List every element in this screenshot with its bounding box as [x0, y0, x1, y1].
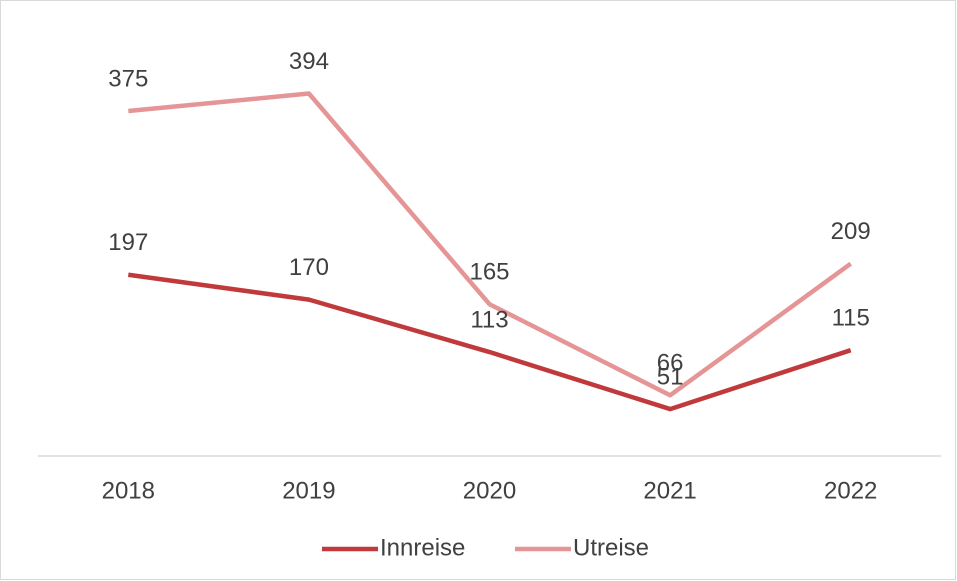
x-tick-label: 2022	[824, 477, 877, 504]
data-label: 66	[657, 350, 684, 377]
series-line	[127, 272, 852, 412]
legend-label: Utreise	[573, 534, 649, 561]
legend-label: Innreise	[380, 534, 465, 561]
data-label: 51	[657, 363, 684, 390]
x-tick-label: 2020	[463, 477, 516, 504]
x-tick-label: 2019	[282, 477, 335, 504]
series-line	[128, 91, 853, 398]
data-label: 165	[469, 259, 509, 286]
data-label: 170	[289, 254, 329, 281]
data-label: 375	[108, 65, 148, 92]
x-tick-label: 2021	[643, 477, 696, 504]
data-label: 209	[831, 218, 871, 245]
data-label: 115	[832, 305, 870, 332]
data-label: 113	[470, 306, 508, 333]
data-label: 197	[108, 229, 148, 256]
data-label: 394	[289, 48, 329, 75]
x-tick-label: 2018	[102, 477, 155, 504]
